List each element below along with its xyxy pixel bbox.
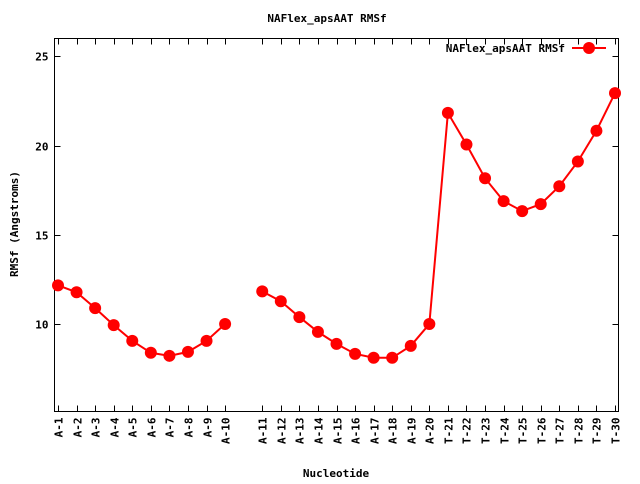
data-point [293,311,306,324]
series-line [261,92,616,359]
x-tick-label: T-25 [517,418,530,445]
data-point [181,345,194,358]
y-tick-label: 15 [35,230,48,243]
x-tick-label: A-5 [127,418,140,438]
x-tick-label: T-23 [480,418,493,445]
data-point [219,318,232,331]
x-tick-label: A-18 [387,418,400,445]
x-tick-label: A-13 [294,418,307,445]
x-tick-label: A-3 [90,418,103,438]
data-point [330,337,343,350]
x-tick-label: T-29 [591,418,604,445]
data-point [107,319,120,332]
plot-frame [54,38,619,412]
data-point [200,334,213,347]
data-point [404,339,417,352]
x-tick-label: A-11 [257,417,270,444]
legend-label: NAFlex_apsAAT RMSf [446,42,565,55]
data-point [571,155,584,168]
x-tick-label: T-27 [554,418,567,445]
data-point [256,285,269,298]
legend-marker [583,42,595,54]
data-point [441,106,454,119]
data-point [386,351,399,364]
data-point [70,286,83,299]
x-tick-label: A-4 [109,417,122,437]
x-tick-label: T-22 [461,418,474,445]
x-tick-label: T-30 [610,418,623,445]
x-tick-label: A-16 [350,417,363,444]
x-tick-label: T-26 [536,417,549,444]
x-tick-label: A-20 [424,418,437,445]
data-point [311,325,324,338]
x-tick-label: A-8 [183,418,196,438]
x-tick-label: A-9 [202,418,215,438]
x-tick-label: T-24 [499,417,512,444]
x-tick-label: A-1 [53,417,66,437]
x-tick-label: A-12 [276,418,289,445]
x-axis-label: Nucleotide [303,467,370,480]
data-point [274,295,287,308]
y-axis-label: RMSf (Angstroms) [8,171,21,277]
x-tick-label: A-14 [313,417,326,444]
data-point [349,347,362,360]
legend: NAFlex_apsAAT RMSf [446,42,606,55]
x-tick-label: A-6 [146,417,159,437]
data-point [126,334,139,347]
data-point [516,205,529,218]
y-tick-label: 20 [35,141,48,154]
data-point [590,124,603,137]
x-tick-label: A-19 [406,418,419,445]
x-tick-label: A-15 [332,418,345,445]
x-tick-label: T-21 [443,417,456,444]
data-point [460,138,473,151]
data-point [52,279,64,292]
data-point [89,302,102,315]
y-tick-label: 25 [35,51,48,64]
x-tick-label: A-17 [369,418,382,445]
x-tick-label: A-2 [72,418,85,438]
data-point [609,87,621,100]
data-point [497,195,510,208]
data-point [479,172,492,185]
x-tick-label: A-10 [220,418,233,445]
data-point [144,346,157,359]
x-tick-label: A-7 [164,418,177,438]
series-line [57,284,226,357]
chart-title: NAFlex_apsAAT RMSf [267,12,386,25]
data-point [534,198,547,211]
data-point [163,349,176,362]
data-point [423,318,436,331]
y-tick-label: 10 [35,319,48,332]
data-point [367,351,380,364]
x-tick-label: T-28 [573,418,586,445]
data-point [553,180,566,193]
